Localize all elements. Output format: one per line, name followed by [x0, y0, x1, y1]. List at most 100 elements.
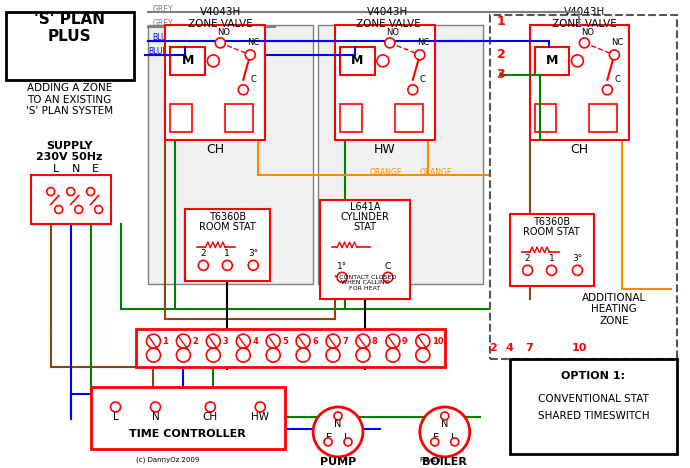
Text: NC: NC	[611, 38, 624, 47]
Text: V4043H
ZONE VALVE: V4043H ZONE VALVE	[188, 7, 253, 29]
Circle shape	[383, 272, 393, 282]
Text: GREY: GREY	[152, 6, 173, 15]
Text: CYLINDER: CYLINDER	[340, 212, 389, 222]
Circle shape	[266, 348, 280, 362]
Bar	[510, 214, 594, 286]
Circle shape	[255, 402, 265, 412]
Text: (c) DannyOz 2009: (c) DannyOz 2009	[135, 457, 199, 463]
Text: NO: NO	[581, 29, 594, 37]
Circle shape	[356, 348, 370, 362]
Text: CONVENTIONAL STAT: CONVENTIONAL STAT	[538, 394, 649, 404]
Circle shape	[207, 55, 219, 67]
Text: ROOM STAT: ROOM STAT	[523, 227, 580, 237]
Text: 'S' PLAN
PLUS: 'S' PLAN PLUS	[34, 12, 105, 44]
Circle shape	[324, 438, 332, 446]
Text: CH: CH	[571, 143, 589, 156]
Circle shape	[334, 412, 342, 420]
Text: BLUE: BLUE	[152, 33, 172, 43]
Text: C: C	[420, 75, 426, 84]
Text: V4043H
ZONE VALVE: V4043H ZONE VALVE	[355, 7, 420, 29]
Circle shape	[385, 38, 395, 48]
Circle shape	[95, 205, 103, 213]
Circle shape	[236, 348, 250, 362]
Circle shape	[150, 402, 161, 412]
Text: SHARED TIMESWITCH: SHARED TIMESWITCH	[538, 411, 649, 421]
Circle shape	[313, 407, 363, 457]
Bar	[340, 47, 375, 75]
Text: NC: NC	[417, 38, 429, 47]
Text: 1: 1	[497, 15, 505, 29]
Circle shape	[415, 50, 425, 60]
Text: CH: CH	[206, 143, 224, 156]
Circle shape	[238, 85, 248, 95]
Circle shape	[416, 348, 430, 362]
Circle shape	[344, 438, 352, 446]
Bar	[90, 387, 285, 449]
Text: Rev1a: Rev1a	[420, 457, 442, 463]
Text: C: C	[614, 75, 620, 84]
Circle shape	[386, 334, 400, 348]
Text: NO: NO	[217, 29, 230, 37]
Circle shape	[206, 334, 220, 348]
Bar	[135, 329, 445, 367]
Bar	[170, 104, 193, 132]
Text: 1: 1	[162, 336, 168, 346]
Circle shape	[451, 438, 459, 446]
Circle shape	[177, 348, 190, 362]
Circle shape	[609, 50, 620, 60]
Circle shape	[431, 438, 439, 446]
Circle shape	[110, 402, 121, 412]
Text: NO: NO	[386, 29, 400, 37]
Bar	[510, 359, 677, 454]
Text: 10: 10	[432, 336, 444, 346]
Text: BLUE: BLUE	[148, 47, 168, 56]
Text: 7: 7	[342, 336, 348, 346]
Circle shape	[377, 55, 389, 67]
Text: BOILER: BOILER	[422, 457, 467, 467]
Text: 4: 4	[506, 343, 513, 353]
Text: PUMP: PUMP	[320, 457, 356, 467]
Text: C: C	[250, 75, 256, 84]
Text: CH: CH	[203, 412, 218, 422]
Text: 1: 1	[549, 254, 554, 263]
Circle shape	[420, 407, 470, 457]
Text: L: L	[52, 164, 59, 174]
Text: 3: 3	[497, 68, 505, 81]
Text: NC: NC	[247, 38, 259, 47]
Circle shape	[177, 334, 190, 348]
Text: 2: 2	[489, 343, 497, 353]
Text: L: L	[344, 433, 350, 443]
Circle shape	[248, 260, 258, 271]
Bar	[589, 104, 618, 132]
Circle shape	[326, 334, 340, 348]
Text: ADDING A ZONE
TO AN EXISTING
'S' PLAN SYSTEM: ADDING A ZONE TO AN EXISTING 'S' PLAN SY…	[26, 83, 113, 117]
Text: 3°: 3°	[572, 254, 582, 263]
Circle shape	[386, 348, 400, 362]
Circle shape	[337, 272, 347, 282]
Text: ROOM STAT: ROOM STAT	[199, 222, 256, 233]
Text: 5: 5	[282, 336, 288, 346]
Text: 7: 7	[526, 343, 533, 353]
Text: 3°: 3°	[248, 249, 258, 258]
Circle shape	[146, 348, 161, 362]
Text: 2: 2	[193, 336, 198, 346]
Text: M: M	[546, 54, 558, 67]
Bar	[529, 25, 629, 139]
Circle shape	[222, 260, 233, 271]
Text: N: N	[152, 412, 159, 422]
Circle shape	[215, 38, 226, 48]
Circle shape	[296, 334, 310, 348]
Text: 1°: 1°	[337, 262, 347, 271]
Text: E: E	[433, 433, 439, 443]
Text: 2: 2	[524, 254, 531, 263]
Circle shape	[441, 412, 449, 420]
Text: 3: 3	[222, 336, 228, 346]
Bar	[166, 25, 265, 139]
Circle shape	[55, 205, 63, 213]
Text: M: M	[351, 54, 364, 67]
Text: M: M	[181, 54, 194, 67]
Text: E: E	[92, 164, 99, 174]
Text: N: N	[335, 419, 342, 429]
Bar	[320, 199, 410, 299]
Bar	[335, 25, 435, 139]
